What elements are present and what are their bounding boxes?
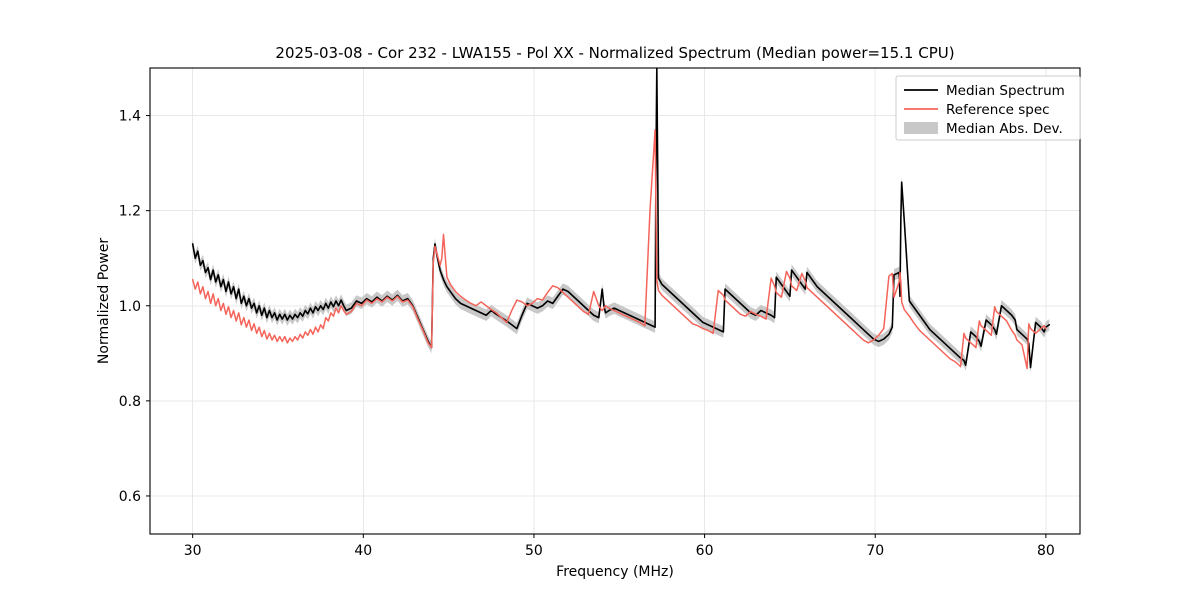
legend-label-0: Median Spectrum (946, 83, 1065, 99)
x-tick-label-40: 40 (354, 543, 372, 559)
y-tick-label-0.6: 0.6 (119, 489, 141, 505)
y-tick-label-1.0: 1.0 (119, 299, 141, 315)
chart-legend[interactable]: Median Spectrum Reference spec Median Abs.… (895, 75, 1081, 141)
y-axis-ticks: 0.6 0.8 1.0 1.2 1.4 (119, 109, 150, 505)
chart-title: 2025-03-08 - Cor 232 - LWA155 - Pol XX -… (275, 44, 954, 62)
legend-label-2: Median Abs. Dev. (946, 121, 1063, 137)
median-spectrum-line (191, 68, 1051, 369)
reference-spectrum-line (191, 129, 1047, 370)
x-tick-label-70: 70 (866, 543, 884, 559)
legend-swatch-patch-2 (904, 122, 938, 134)
x-tick-label-60: 60 (696, 543, 714, 559)
x-tick-label-80: 80 (1037, 543, 1055, 559)
x-axis-title: Frequency (MHz) (556, 564, 674, 580)
x-tick-label-50: 50 (525, 543, 543, 559)
plot-frame (149, 67, 1081, 535)
x-axis-ticks: 30 40 50 60 70 80 (184, 534, 1055, 559)
y-tick-label-0.8: 0.8 (119, 394, 141, 410)
y-tick-label-1.4: 1.4 (119, 109, 141, 125)
y-tick-label-1.2: 1.2 (119, 204, 141, 220)
y-axis-title: Normalized Power (96, 238, 112, 364)
mad-band-area (192, 68, 1050, 374)
legend-label-1: Reference spec (946, 102, 1050, 118)
x-tick-label-30: 30 (184, 543, 202, 559)
legend-box (895, 75, 1081, 141)
